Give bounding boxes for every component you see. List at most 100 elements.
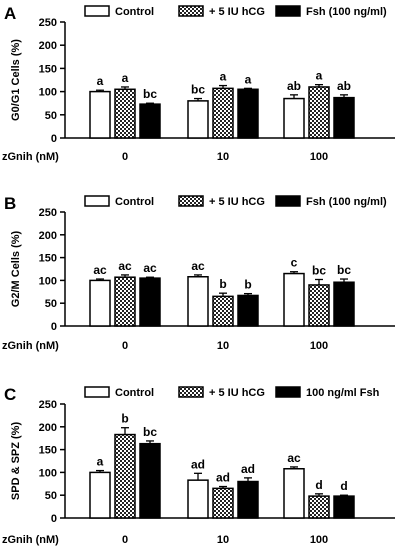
bar [283, 97, 305, 139]
significance-letter: d [315, 478, 322, 492]
y-tick-label: 150 [39, 63, 57, 75]
legend-label: Control [115, 387, 154, 399]
significance-letter: b [121, 412, 128, 426]
bar [333, 495, 355, 519]
x-tick-label: 100 [310, 151, 328, 163]
legend-swatch [84, 195, 110, 207]
x-tick-label: 10 [217, 534, 229, 546]
bar [212, 87, 234, 139]
x-tick-label: 100 [310, 534, 328, 546]
bar [237, 88, 259, 139]
x-axis-label: zGnih (nM) [2, 340, 59, 352]
legend-label: 100 ng/ml Fsh [306, 387, 380, 399]
bar [212, 295, 234, 327]
x-tick-label: 10 [217, 340, 229, 352]
legend-swatch [275, 195, 301, 207]
significance-letter: d [340, 479, 347, 493]
significance-letter: ad [216, 471, 230, 485]
chart-panel-a: A Control + 5 IU hCG Fsh (100 ng/ml)0501001… [2, 4, 395, 163]
x-tick-label: 0 [122, 151, 128, 163]
significance-letter: a [122, 71, 129, 85]
legend-swatch [84, 386, 110, 398]
panel-letter: C [4, 385, 16, 404]
bar [308, 284, 330, 327]
y-tick-label: 250 [39, 17, 57, 29]
y-tick-label: 200 [39, 422, 57, 434]
legend-label: + 5 IU hCG [209, 6, 265, 18]
legend-label: Fsh (100 ng/ml) [306, 6, 387, 18]
legend-label: + 5 IU hCG [209, 387, 265, 399]
legend-label: Control [115, 6, 154, 18]
significance-letter: ab [337, 79, 351, 93]
significance-letter: c [291, 256, 298, 270]
legend-swatch [275, 386, 301, 398]
significance-letter: a [97, 74, 104, 88]
significance-letter: bc [312, 263, 326, 277]
legend-label: + 5 IU hCG [209, 196, 265, 208]
significance-letter: bc [143, 87, 157, 101]
chart-panel-c: C Control + 5 IU hCG 100 ng/ml Fsh050100150… [2, 385, 395, 546]
panel-letter: B [4, 194, 16, 213]
significance-letter: a [245, 72, 252, 86]
legend-swatch [178, 195, 204, 207]
legend-label: Fsh (100 ng/ml) [306, 196, 387, 208]
y-tick-label: 250 [39, 207, 57, 219]
x-tick-label: 100 [310, 340, 328, 352]
significance-letter: b [219, 277, 226, 291]
legend-swatch [275, 5, 301, 17]
y-axis-label: G0/G1 Cells (%) [10, 39, 22, 121]
bar [308, 495, 330, 519]
y-tick-label: 150 [39, 445, 57, 457]
bar [139, 442, 161, 519]
legend-swatch [84, 5, 110, 17]
y-axis-label: G2/M Cells (%) [10, 230, 22, 307]
x-tick-label: 10 [217, 151, 229, 163]
bar [333, 281, 355, 327]
significance-letter: ac [191, 259, 205, 273]
legend-swatch [178, 386, 204, 398]
panel-letter: A [4, 4, 16, 23]
bar [187, 100, 209, 139]
bar [187, 479, 209, 519]
significance-letter: ac [287, 451, 301, 465]
bar [139, 277, 161, 327]
significance-letter: ad [241, 462, 255, 476]
y-tick-label: 100 [39, 275, 57, 287]
y-tick-label: 50 [45, 298, 57, 310]
legend-swatch [178, 5, 204, 17]
bar [89, 90, 111, 139]
bar [237, 294, 259, 327]
y-tick-label: 200 [39, 230, 57, 242]
bar [283, 272, 305, 327]
y-tick-label: 50 [45, 490, 57, 502]
y-tick-label: 100 [39, 467, 57, 479]
significance-letter: ab [287, 79, 301, 93]
x-tick-label: 0 [122, 340, 128, 352]
chart-panel-b: B Control + 5 IU hCG Fsh (100 ng/ml)0501001… [2, 194, 395, 352]
y-tick-label: 250 [39, 399, 57, 411]
x-axis-label: zGnih (nM) [2, 151, 59, 163]
bar [139, 103, 161, 139]
significance-letter: bc [191, 83, 205, 97]
bar [89, 471, 111, 519]
y-tick-label: 0 [51, 133, 57, 145]
y-tick-label: 100 [39, 87, 57, 99]
y-tick-label: 150 [39, 253, 57, 265]
bar [187, 276, 209, 327]
significance-letter: a [316, 69, 323, 83]
bar [212, 487, 234, 519]
bar [283, 468, 305, 519]
bar [308, 86, 330, 139]
y-tick-label: 50 [45, 110, 57, 122]
significance-letter: ac [118, 259, 132, 273]
y-tick-label: 0 [51, 321, 57, 333]
y-tick-label: 0 [51, 513, 57, 525]
y-axis-label: SPD & SPZ (%) [10, 422, 22, 501]
significance-letter: a [220, 70, 227, 84]
x-tick-label: 0 [122, 534, 128, 546]
bar [114, 433, 136, 519]
significance-letter: ad [191, 457, 205, 471]
significance-letter: ac [93, 263, 107, 277]
significance-letter: bc [337, 263, 351, 277]
significance-letter: b [244, 278, 251, 292]
